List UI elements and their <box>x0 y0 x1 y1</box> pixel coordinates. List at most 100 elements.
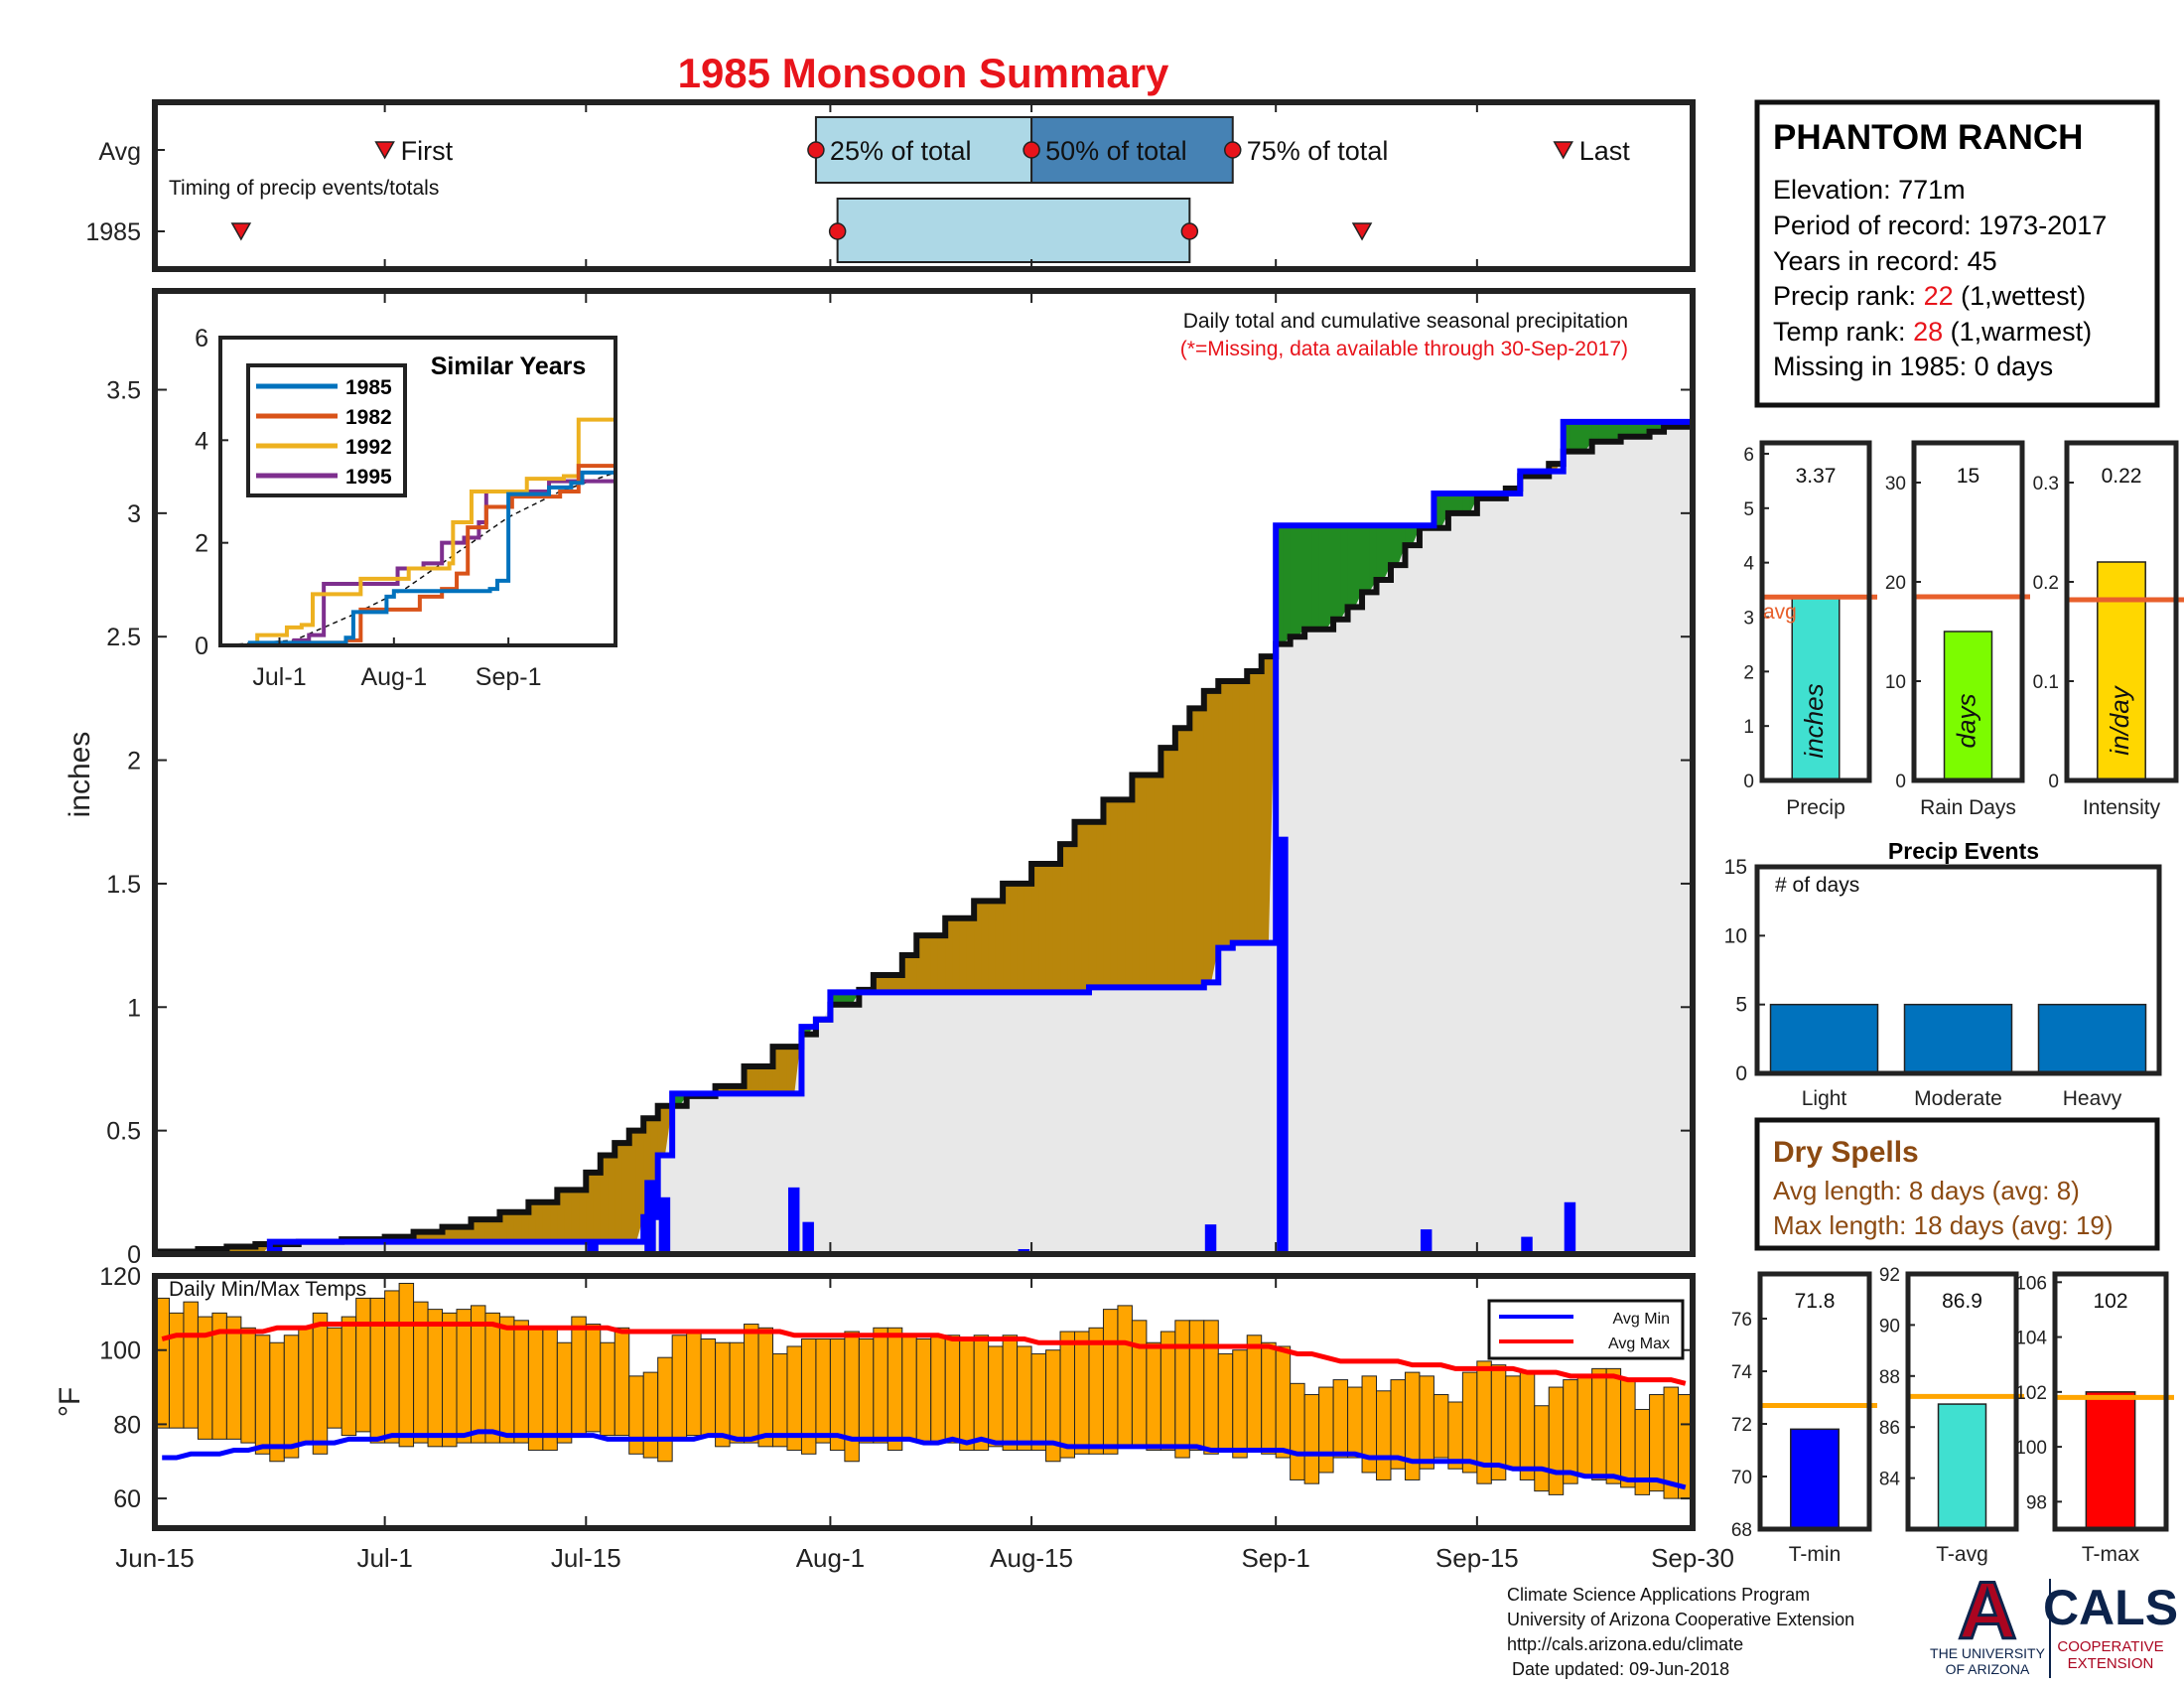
summary-y-tick-label: 88 <box>1879 1367 1900 1388</box>
deficit-area-slice <box>1232 680 1241 943</box>
summary-panel-label: T-max <box>2082 1543 2140 1566</box>
deficit-area-slice <box>628 1130 637 1242</box>
temp-range-bar <box>815 1338 831 1444</box>
precip-note-1: Daily total and cumulative seasonal prec… <box>1183 310 1628 333</box>
dry-spells-max: Max length: 18 days (avg: 19) <box>1773 1210 2114 1240</box>
precip-events-chart: Precip Events Light Moderate Heavy 0 5 10 15 #… <box>1724 838 2162 1110</box>
summary-avg-label: avg <box>1763 601 1797 624</box>
surplus-area-slice <box>1447 492 1456 513</box>
summary-value-label: 102 <box>2093 1290 2127 1313</box>
summary-panel-label: T-min <box>1789 1543 1842 1566</box>
deficit-area-slice <box>1045 864 1054 993</box>
similar-years-title: Similar Years <box>431 352 587 380</box>
legend-avg-max: Avg Max <box>1608 1336 1670 1352</box>
summary-y-tick-label: 76 <box>1731 1310 1752 1331</box>
temp-range-bar <box>744 1324 759 1444</box>
temp-range-bar <box>1433 1394 1449 1459</box>
temp-range-bar <box>1318 1386 1334 1474</box>
summary-panel-frame <box>2052 1271 2169 1532</box>
temp-range-bar <box>168 1312 185 1429</box>
surplus-area-slice <box>1383 525 1392 580</box>
surplus-area-slice <box>801 1027 810 1035</box>
temp-range-bar <box>240 1327 256 1444</box>
summary-y-tick-label: 90 <box>1879 1316 1900 1336</box>
temp-range-bar <box>1605 1367 1622 1484</box>
temp-range-bar <box>1563 1379 1578 1484</box>
summary-panel-label: Rain Days <box>1920 796 2016 819</box>
summary-y-tick-label: 2 <box>1743 662 1754 683</box>
x-tick-label: Sep-15 <box>1435 1543 1519 1573</box>
deficit-area-slice <box>506 1211 515 1242</box>
deficit-area-slice <box>579 1190 587 1242</box>
y-tick-label: 3.5 <box>106 376 141 404</box>
inset-x-tick-label: Sep-1 <box>476 663 542 691</box>
avg-max-line <box>161 1322 1687 1386</box>
surplus-area-slice <box>1318 525 1327 630</box>
temp-range-bar <box>1649 1394 1665 1492</box>
events-y-tick-label: 15 <box>1724 856 1747 879</box>
x-tick-label: Aug-1 <box>796 1543 865 1573</box>
surplus-area-slice <box>1347 525 1356 608</box>
temps-y-tick-label: 120 <box>99 1263 141 1291</box>
temp-range-bar <box>1088 1327 1104 1455</box>
temp-range-bar <box>384 1290 400 1444</box>
deficit-area-slice <box>1038 864 1047 993</box>
inset-legend-label: 1992 <box>345 436 392 459</box>
temp-range-bar <box>1548 1386 1565 1495</box>
surplus-area-slice <box>1598 421 1607 442</box>
y-tick-label: 2 <box>127 748 141 775</box>
deficit-area-slice <box>593 1172 602 1242</box>
deficit-area-slice <box>1254 671 1263 943</box>
deficit-area-slice <box>758 1065 766 1094</box>
cumulative-precip-chart: 0 0.5 1 1.5 2 2.5 3 3.5 inches Daily total and … <box>64 288 1696 1269</box>
deficit-area-slice <box>1010 883 1019 993</box>
temp-range-bar <box>1620 1379 1636 1488</box>
deficit-area-slice <box>492 1219 501 1242</box>
surplus-area-slice <box>837 992 846 1005</box>
timing-dot-icon <box>807 141 825 159</box>
summary-bar-panels: 3.37 Precip 0 1 2 3 4 5 6 inches avg 15 Rain Days 0 10… <box>1743 440 2184 819</box>
summary-y-tick-label: 3 <box>1743 608 1754 629</box>
precip-plot-area <box>155 291 1696 1257</box>
summary-panel-frame <box>2064 440 2179 783</box>
daily-precip-bar <box>802 1221 814 1254</box>
summary-y-tick-label: 6 <box>1743 445 1754 466</box>
cals-line-2: EXTENSION <box>2068 1655 2154 1672</box>
inset-legend-label: 1995 <box>345 466 392 489</box>
deficit-area-slice <box>1081 821 1090 993</box>
summary-value-label: 71.8 <box>1795 1290 1836 1313</box>
temp-range-bar <box>225 1316 242 1440</box>
deficit-area-slice <box>600 1155 609 1242</box>
station-elevation: Elevation: 771m <box>1773 175 1966 205</box>
surplus-area-slice <box>1398 525 1407 566</box>
station-name: PHANTOM RANCH <box>1773 118 2083 157</box>
y-tick-label: 2.5 <box>106 624 141 651</box>
surplus-area-slice <box>672 1093 680 1106</box>
daily-precip-bar <box>787 1187 800 1254</box>
deficit-area-slice <box>1182 728 1190 988</box>
timing-25-label: 25% of total <box>830 136 972 166</box>
deficit-area-slice <box>564 1190 573 1242</box>
temps-y-tick-label: 60 <box>113 1485 141 1513</box>
temp-range-bar <box>1030 1352 1047 1452</box>
deficit-area-slice <box>751 1065 759 1094</box>
summary-y-tick-label: 102 <box>2015 1383 2047 1404</box>
events-bar <box>2037 1003 2147 1074</box>
surplus-area-slice <box>1362 525 1370 593</box>
deficit-area-slice <box>1218 680 1227 948</box>
surplus-area-slice <box>1591 421 1600 442</box>
daily-precip-bar <box>270 1241 283 1254</box>
surplus-area-slice <box>1276 525 1285 644</box>
surplus-area-slice <box>1405 525 1414 546</box>
timing-75-label: 75% of total <box>1247 136 1389 166</box>
summary-y-tick-label: 72 <box>1731 1415 1752 1436</box>
temp-range-bar <box>1275 1345 1292 1459</box>
deficit-area-slice <box>1160 748 1169 988</box>
events-category-label: Moderate <box>1914 1087 2002 1110</box>
deficit-area-slice <box>1096 821 1105 988</box>
temp-range-bar <box>1117 1305 1133 1448</box>
university-of-arizona-logo: A THE UNIVERSITY OF ARIZONA <box>1930 1565 2051 1678</box>
summary-y-tick-label: 0.3 <box>2033 474 2059 494</box>
deficit-area-slice <box>586 1172 595 1242</box>
temp-range-bar <box>1261 1341 1277 1455</box>
